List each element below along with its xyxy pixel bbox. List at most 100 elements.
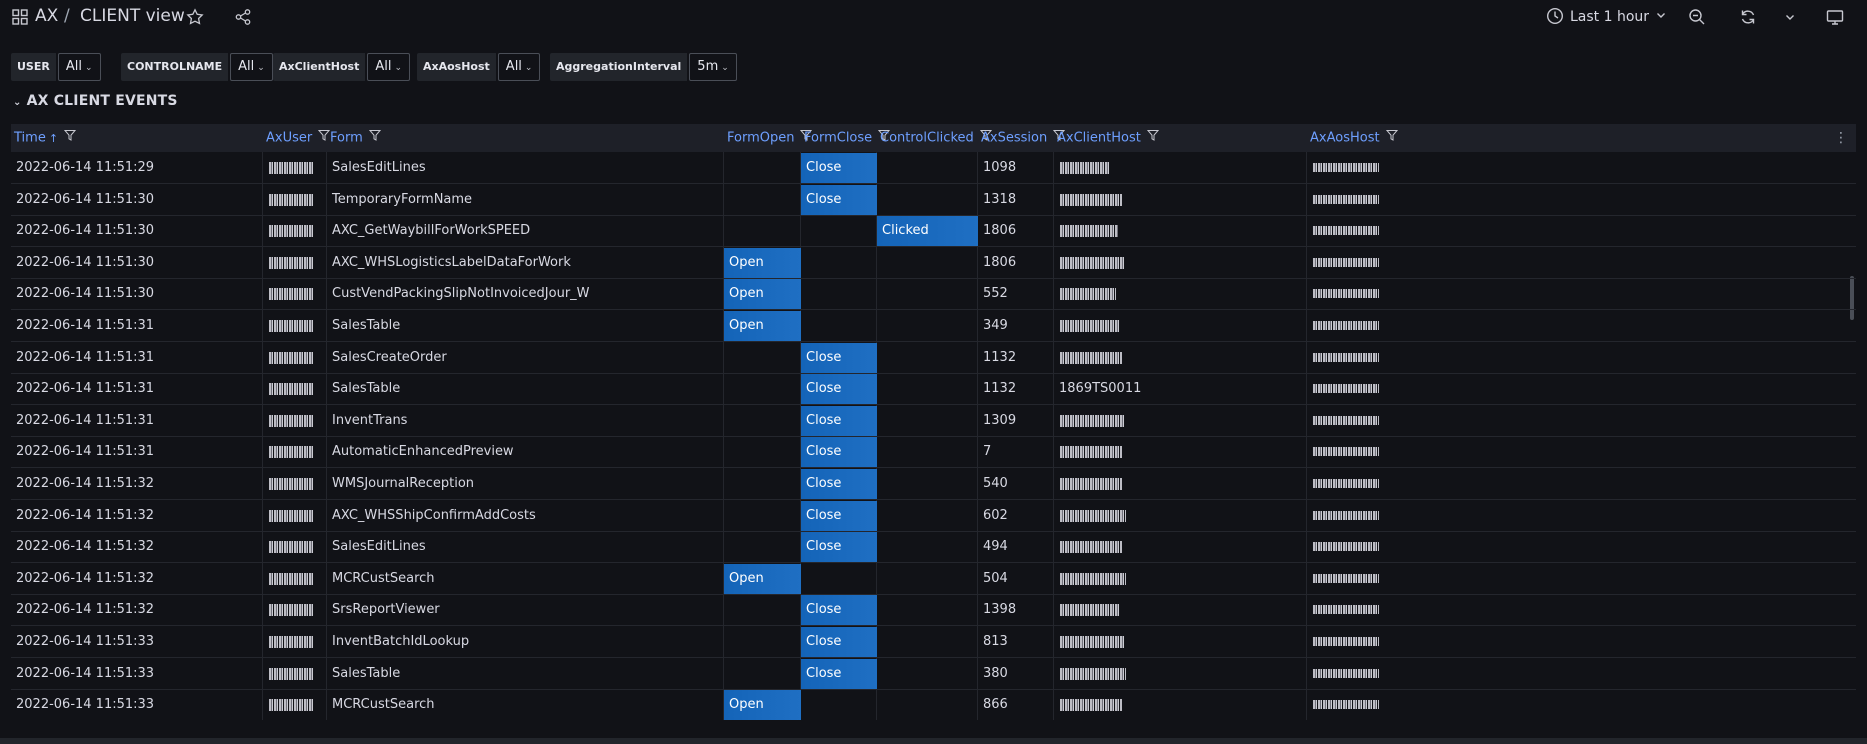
cell-axuser-redacted <box>269 509 313 522</box>
filter-icon[interactable] <box>318 124 331 152</box>
column-header-axaoshost[interactable]: AxAosHost <box>1310 124 1398 152</box>
column-header-controlclicked[interactable]: ControlClicked <box>880 124 992 152</box>
cell-axsession: 1132 <box>983 381 1017 397</box>
table-row[interactable]: 2022-06-14 11:51:30 CustVendPackingSlipNo… <box>11 278 1856 311</box>
cell-axuser-redacted <box>269 667 313 680</box>
column-header-label: Time <box>14 130 46 146</box>
chevron-down-icon: ⌄ <box>84 63 93 73</box>
cell-time: 2022-06-14 11:51:31 <box>16 444 155 460</box>
chevron-down-icon: ⌄ <box>257 63 265 73</box>
cell-axaoshost-redacted <box>1313 479 1379 488</box>
tv-mode-icon[interactable] <box>1824 6 1846 28</box>
cell-formclose: Close <box>801 437 877 468</box>
cell-axuser-redacted <box>269 572 313 585</box>
cell-time: 2022-06-14 11:51:30 <box>16 191 155 207</box>
table-row[interactable]: 2022-06-14 11:51:33 MCRCustSearch Open 866 <box>11 689 1856 720</box>
cell-formclose: Close <box>801 374 877 405</box>
cell-axclienthost-redacted <box>1060 162 1110 174</box>
cell-axuser-redacted <box>269 636 313 648</box>
table-row[interactable]: 2022-06-14 11:51:32 MCRCustSearch Open 504 <box>11 563 1856 595</box>
table-row[interactable]: 2022-06-14 11:51:30 AXC_WHSLogisticsLabel… <box>11 247 1856 279</box>
star-icon[interactable] <box>184 6 206 28</box>
horizontal-scrollbar[interactable] <box>0 738 1867 744</box>
table-row[interactable]: 2022-06-14 11:51:32 WMSJournalReception Cl… <box>11 468 1856 500</box>
cell-axsession: 1318 <box>983 191 1017 207</box>
cell-formopen: Open <box>724 690 801 720</box>
variable-axclienthost: AxClientHost All ⌄ <box>273 53 411 81</box>
cell-axuser-redacted <box>269 699 313 712</box>
table-row[interactable]: 2022-06-14 11:51:30 TemporaryFormName Clos… <box>11 184 1856 216</box>
share-icon[interactable] <box>232 6 254 28</box>
variable-select-aggregationinterval[interactable]: 5m ⌄ <box>689 53 737 81</box>
cell-form: SalesTable <box>332 318 401 333</box>
cell-axsession: 1806 <box>983 254 1017 270</box>
column-header-axclienthost[interactable]: AxClientHost <box>1057 124 1159 152</box>
column-menu-icon[interactable]: ⋮ <box>1834 130 1848 146</box>
cell-form: WMSJournalReception <box>332 476 475 491</box>
table-row[interactable]: 2022-06-14 11:51:31 AutomaticEnhancedPrev… <box>11 436 1856 469</box>
top-bar: AX / CLIENT view Last 1 hour <box>0 0 1867 36</box>
cell-axsession: 349 <box>983 318 1008 333</box>
cell-axaoshost-redacted <box>1313 226 1379 236</box>
column-header-axsession[interactable]: AxSession <box>981 124 1066 152</box>
table-row[interactable]: 2022-06-14 11:51:32 SrsReportViewer Close 1… <box>11 594 1856 627</box>
column-header-formopen[interactable]: FormOpen <box>727 124 813 152</box>
table-row[interactable]: 2022-06-14 11:51:29 SalesEditLines Close 10… <box>11 152 1856 184</box>
table-row[interactable]: 2022-06-14 11:51:31 InventTrans Close 1309 <box>11 405 1856 437</box>
column-header-label: FormOpen <box>727 130 795 146</box>
filter-icon[interactable] <box>1053 124 1066 152</box>
cell-form: MCRCustSearch <box>332 697 435 713</box>
variable-select-axaoshost[interactable]: All ⌄ <box>497 53 541 81</box>
filter-icon[interactable] <box>63 124 77 152</box>
zoom-out-icon[interactable] <box>1686 6 1708 28</box>
variable-select-controlname[interactable]: All ⌄ <box>230 53 273 81</box>
table-row[interactable]: 2022-06-14 11:51:32 AXC_WHSShipConfirmAdd… <box>11 500 1856 532</box>
column-header-axuser[interactable]: AxUser <box>266 124 331 152</box>
cell-axaoshost-redacted <box>1313 163 1379 172</box>
breadcrumb-separator: / <box>64 6 70 26</box>
cell-axaoshost-redacted <box>1313 637 1379 646</box>
filter-icon[interactable] <box>368 124 381 152</box>
variable-axaoshost: AxAosHost All ⌄ <box>417 53 541 81</box>
cell-axuser-redacted <box>269 162 313 174</box>
column-header-formclose[interactable]: FormClose <box>804 124 891 152</box>
cell-axaoshost-redacted <box>1313 415 1379 425</box>
filter-icon[interactable] <box>878 124 891 152</box>
cell-form: SalesEditLines <box>332 539 426 555</box>
variable-aggregationinterval: AggregationInterval 5m ⌄ <box>550 53 737 81</box>
column-header-time[interactable]: Time ↑ <box>14 124 77 152</box>
cell-axclienthost-redacted <box>1060 225 1118 238</box>
cell-axclienthost-redacted <box>1060 541 1122 554</box>
cell-formclose: Close <box>801 469 877 499</box>
breadcrumb-folder[interactable]: AX <box>35 6 59 26</box>
filter-icon[interactable] <box>1146 124 1159 152</box>
cell-formclose: Close <box>801 405 877 436</box>
table-row[interactable]: 2022-06-14 11:51:31 SalesTable Open 349 <box>11 310 1856 342</box>
filter-icon[interactable] <box>979 124 992 152</box>
filter-icon[interactable] <box>800 124 813 152</box>
filter-icon[interactable] <box>1385 124 1398 152</box>
refresh-interval-chevron-icon[interactable] <box>1779 6 1801 28</box>
cell-axuser-redacted <box>269 383 313 396</box>
vertical-scrollbar[interactable] <box>1850 276 1854 320</box>
cell-axsession: 1132 <box>983 349 1017 365</box>
refresh-icon[interactable] <box>1737 6 1759 28</box>
table-row[interactable]: 2022-06-14 11:51:33 InventBatchIdLookup Cl… <box>11 626 1856 658</box>
cell-form: TemporaryFormName <box>332 191 473 207</box>
panel-row-header[interactable]: ⌄ AX CLIENT EVENTS <box>13 93 178 109</box>
table-row[interactable]: 2022-06-14 11:51:33 SalesTable Close 380 <box>11 658 1856 690</box>
column-header-form[interactable]: Form <box>330 124 381 152</box>
cell-formclose: Close <box>801 153 877 183</box>
table-row[interactable]: 2022-06-14 11:51:30 AXC_GetWaybillForWork… <box>11 215 1856 248</box>
dashboards-grid-icon[interactable] <box>12 9 28 25</box>
table-row[interactable]: 2022-06-14 11:51:31 SalesTable Close 1132 18… <box>11 373 1856 406</box>
table-row[interactable]: 2022-06-14 11:51:31 SalesCreateOrder Close… <box>11 342 1856 374</box>
table-row[interactable]: 2022-06-14 11:51:32 SalesEditLines Close 49… <box>11 531 1856 564</box>
page-title[interactable]: CLIENT view <box>80 6 185 26</box>
time-range-picker[interactable]: Last 1 hour <box>1546 5 1667 29</box>
cell-form: CustVendPackingSlipNotInvoicedJour_W <box>332 286 590 302</box>
variable-select-user[interactable]: All ⌄ <box>57 53 101 81</box>
cell-axuser-redacted <box>269 256 313 269</box>
variable-select-axclienthost[interactable]: All ⌄ <box>367 53 411 81</box>
column-header-label: ControlClicked <box>880 130 974 146</box>
